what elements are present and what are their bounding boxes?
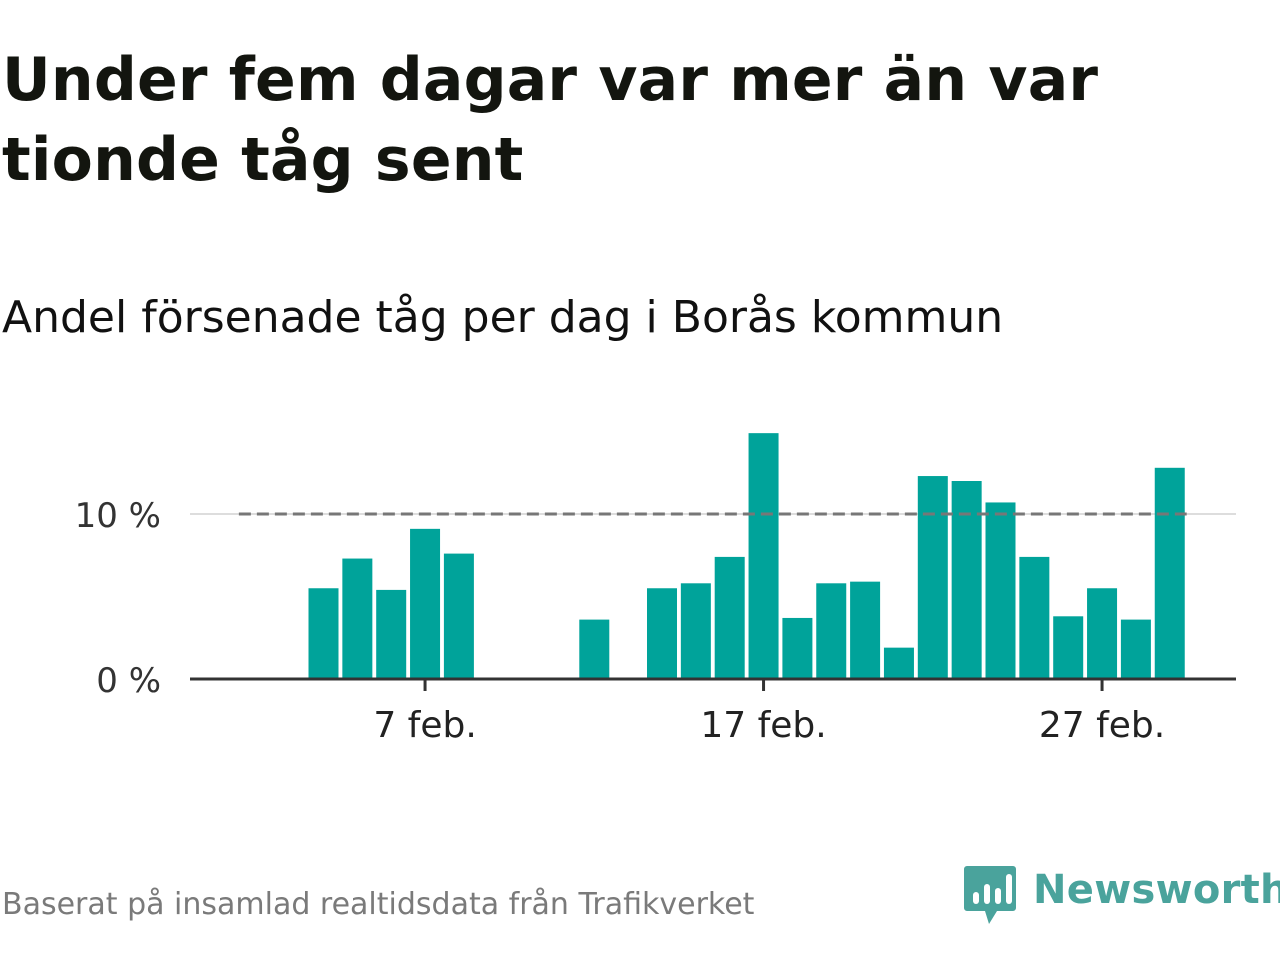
bar [917, 476, 948, 679]
bar [782, 617, 813, 679]
bar [883, 647, 914, 679]
bar [1120, 619, 1151, 679]
y-tick-label: 10 % [75, 496, 161, 536]
bar [1154, 467, 1185, 679]
x-tick-label: 7 feb. [373, 705, 476, 746]
bar-chart: 0 % 10 % 7 feb. 17 feb. 27 feb. [75, 433, 1236, 746]
bar [985, 502, 1016, 679]
chart-title: Under fem dagar var mer än var tionde tå… [2, 45, 1099, 195]
y-tick-label: 0 % [96, 661, 161, 701]
x-tick-label: 17 feb. [700, 705, 826, 746]
chart-subtitle: Andel försenade tåg per dag i Borås komm… [2, 292, 1004, 343]
bar [647, 588, 677, 679]
bar [850, 581, 881, 679]
bar [680, 583, 711, 679]
brand-name: Newsworthy [1033, 867, 1280, 913]
bar [376, 589, 407, 679]
bar [1053, 616, 1084, 679]
bar [342, 558, 373, 679]
source-note: Baserat på insamlad realtidsdata från Tr… [2, 887, 755, 922]
bar [816, 583, 847, 679]
newsworthy-logo-icon [964, 866, 1016, 924]
bar [1087, 588, 1118, 679]
bar [1019, 556, 1050, 679]
bar [308, 588, 339, 679]
bar [748, 433, 779, 679]
bar [579, 619, 610, 679]
bar [410, 528, 441, 679]
bar [714, 556, 745, 679]
x-tick-label: 27 feb. [1039, 705, 1165, 746]
bar [951, 481, 982, 679]
bar [443, 553, 474, 679]
